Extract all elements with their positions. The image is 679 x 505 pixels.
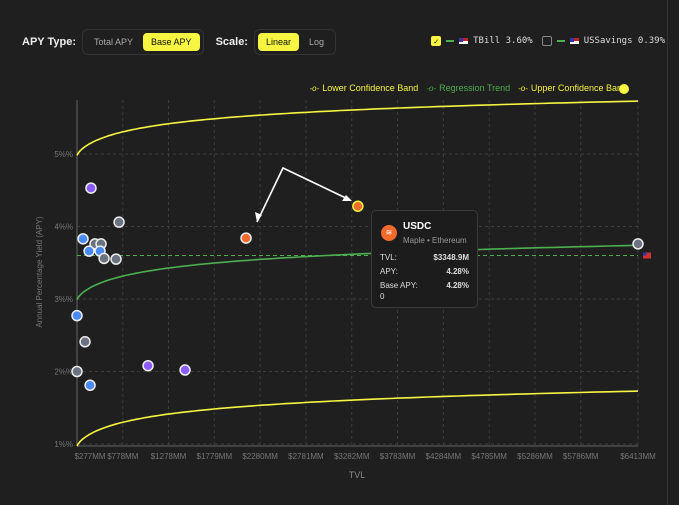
legend-upper[interactable]: -o- Upper Confidence Band <box>518 83 627 93</box>
flag-icon <box>643 252 651 259</box>
x-tick-label: $4785MM <box>471 452 507 461</box>
ussavings-line-icon <box>556 40 565 42</box>
usdc-token-icon: ≋ <box>381 225 397 241</box>
scale-toggle: Linear Log <box>253 29 337 55</box>
tooltip-subtitle: Maple • Ethereum <box>403 236 467 245</box>
y-tick-label: 2%% <box>54 368 73 377</box>
y-tick-label: 1%% <box>54 440 73 449</box>
trend-line <box>76 244 639 301</box>
chart-legend: -o- Lower Confidence Band -o- Regression T… <box>309 83 627 93</box>
x-tick-label: $778MM <box>107 452 138 461</box>
total-apy-button[interactable]: Total APY <box>94 37 134 47</box>
legend-dot-icon <box>619 84 629 94</box>
tbill-checkbox[interactable]: ✓ <box>431 36 442 46</box>
x-axis-title: TVL <box>349 470 366 480</box>
data-point[interactable] <box>179 364 191 376</box>
flag-icon <box>643 252 647 256</box>
line-marker-icon: -o- <box>309 83 320 93</box>
ussavings-checkbox[interactable] <box>541 36 552 46</box>
lower-line <box>76 390 639 447</box>
tooltip-row: TVL: $3348.9M <box>380 253 469 262</box>
tbill-line-icon <box>446 40 455 42</box>
line-marker-icon: -o- <box>426 83 437 93</box>
apy-type-toggle: Total APY Base APY <box>82 29 204 55</box>
tooltip-row: APY: 4.28% <box>380 267 469 276</box>
x-tick-label: $3783MM <box>380 452 416 461</box>
ussavings-label: USSavings 0.39% <box>583 36 665 46</box>
us-flag-icon <box>459 38 469 44</box>
x-tick-label: $6413MM <box>620 452 656 461</box>
data-point[interactable] <box>142 359 154 372</box>
x-tick-label: $5786MM <box>563 452 599 461</box>
data-point[interactable] <box>113 216 125 228</box>
x-tick-label: $4284MM <box>426 452 462 461</box>
data-point[interactable] <box>240 232 252 244</box>
data-point[interactable] <box>71 365 83 378</box>
legend-trend[interactable]: -o- Regression Trend <box>426 83 511 93</box>
y-tick-label: 5%% <box>54 150 73 159</box>
log-button[interactable]: Log <box>309 37 325 47</box>
y-axis-title: Annual Percentage Yield (APY) <box>35 216 44 328</box>
data-point[interactable] <box>110 253 122 265</box>
x-tick-label: $2280MM <box>242 452 278 461</box>
tooltip-title: USDC <box>403 221 432 232</box>
benchmark-legend: ✓ TBill 3.60% USSavings 0.39% <box>431 36 665 46</box>
x-tick-label: $1278MM <box>151 452 187 461</box>
x-tick-label: $277MM <box>74 452 105 461</box>
y-tick-label: 3%% <box>54 295 73 304</box>
data-point[interactable] <box>84 379 96 392</box>
x-tick-label: $3282MM <box>334 452 370 461</box>
data-point[interactable] <box>632 238 644 250</box>
apy-type-control: APY Type: Total APY Base APY Scale: Line… <box>22 29 337 55</box>
tooltip-row: Base APY: 4.28% <box>380 281 469 290</box>
tooltip: ≋ USDC Maple • Ethereum TVL: $3348.9M APY… <box>371 210 478 308</box>
tbill-label: TBill 3.60% <box>473 36 533 46</box>
line-marker-icon: -o- <box>518 83 528 93</box>
tooltip-extra: 0 <box>380 292 385 301</box>
x-tick-label: $2781MM <box>288 452 324 461</box>
base-apy-button[interactable]: Base APY <box>143 33 200 51</box>
us-flag-icon <box>569 38 579 44</box>
x-tick-label: $1779MM <box>197 452 233 461</box>
linear-button[interactable]: Linear <box>257 33 300 51</box>
legend-lower[interactable]: -o- Lower Confidence Band <box>309 83 419 93</box>
data-point[interactable] <box>352 200 364 212</box>
scale-label: Scale: <box>215 36 248 48</box>
data-point[interactable] <box>85 182 97 194</box>
data-point[interactable] <box>77 233 89 245</box>
data-point[interactable] <box>98 252 110 265</box>
arrow-head-icon <box>342 195 352 201</box>
y-tick-label: 4%% <box>54 223 73 232</box>
x-tick-label: $5286MM <box>517 452 553 461</box>
data-point[interactable] <box>71 309 83 322</box>
data-point[interactable] <box>79 336 91 348</box>
data-point[interactable] <box>83 245 95 257</box>
upper-line <box>76 100 639 156</box>
arrow-head-icon <box>255 212 262 222</box>
annotation-arrow <box>256 166 351 223</box>
apy-type-label: APY Type: <box>22 36 76 48</box>
